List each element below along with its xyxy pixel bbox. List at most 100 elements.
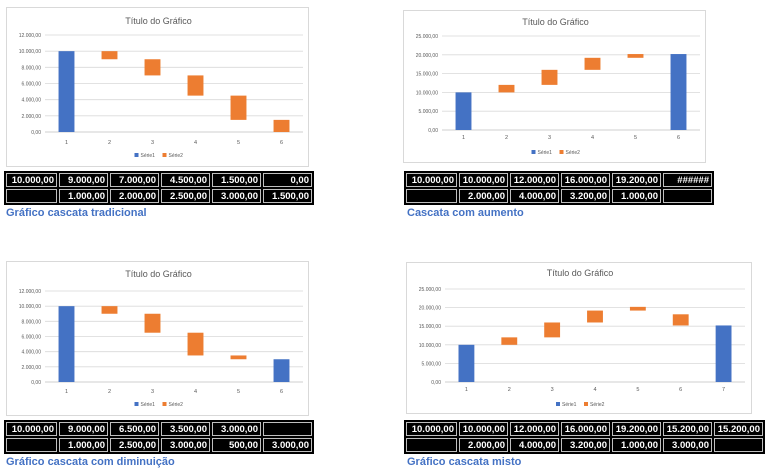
table-cell[interactable]: 15.200,00 (714, 422, 763, 436)
table-cell[interactable]: 1.000,00 (612, 189, 661, 203)
table-cell[interactable]: 2.500,00 (161, 189, 210, 203)
bar-serie1[interactable] (670, 54, 687, 130)
bar-serie2[interactable] (541, 69, 558, 85)
bar-serie2[interactable] (187, 75, 204, 96)
table-cell[interactable]: 3.000,00 (263, 438, 312, 452)
table-cell[interactable]: 16.000,00 (561, 422, 610, 436)
bar-serie2[interactable] (187, 332, 204, 356)
chart-title: Título do Gráfico (547, 268, 614, 278)
table-cell[interactable]: 9.000,00 (59, 422, 108, 436)
bar-serie2[interactable] (584, 57, 601, 70)
table-cell[interactable]: ###### (663, 173, 712, 187)
bar-serie2[interactable] (587, 310, 603, 323)
table-cell[interactable]: 4.500,00 (161, 173, 210, 187)
table-cell[interactable]: 1.000,00 (59, 438, 108, 452)
table-cell[interactable] (714, 438, 763, 452)
table-cell[interactable] (406, 189, 457, 203)
bar-serie2[interactable] (498, 84, 515, 93)
bar-serie2[interactable] (101, 306, 118, 314)
bar-serie2[interactable] (273, 119, 290, 132)
table-cell[interactable]: 1.500,00 (263, 189, 312, 203)
table-cell[interactable]: 2.000,00 (459, 438, 508, 452)
waterfall-chart-traditional[interactable]: Título do Gráfico 0,00 2.000,00 4.000,00 6.0… (6, 7, 309, 167)
legend-swatch (134, 153, 139, 157)
x-tick-label: 5 (636, 387, 639, 393)
table-cell[interactable]: 19.200,00 (612, 173, 661, 187)
y-tick-label: 6.000,00 (22, 82, 42, 88)
table-cell[interactable]: 19.200,00 (612, 422, 661, 436)
table-cell[interactable] (663, 189, 712, 203)
bar-serie2[interactable] (144, 313, 161, 333)
table-row: 2.000,00 4.000,00 3.200,00 1.000,00 3.00… (406, 438, 763, 452)
table-cell[interactable] (263, 422, 312, 436)
table-cell[interactable]: 2.000,00 (110, 189, 159, 203)
bar-serie1[interactable] (715, 325, 732, 382)
bar-serie2[interactable] (629, 306, 646, 311)
table-cell[interactable]: 10.000,00 (6, 173, 57, 187)
table-cell[interactable]: 1.000,00 (59, 189, 108, 203)
table-row: 10.000,00 9.000,00 6.500,00 3.500,00 3.0… (6, 422, 312, 436)
chart-svg: Título do Gráfico 0,00 2.000,00 4.000,00 6.0… (19, 16, 303, 159)
table-cell[interactable] (6, 189, 57, 203)
table-cell[interactable]: 6.500,00 (110, 422, 159, 436)
table-cell[interactable]: 3.200,00 (561, 189, 610, 203)
table-cell[interactable]: 0,00 (263, 173, 312, 187)
x-tick-label: 3 (548, 135, 551, 141)
waterfall-chart-mixed[interactable]: Título do Gráfico 0,00 5.000,00 10.000,00 15… (406, 262, 752, 414)
waterfall-chart-decrease[interactable]: Título do Gráfico 0,00 2.000,00 4.000,00 6.0… (6, 261, 309, 416)
table-cell[interactable]: 10.000,00 (6, 422, 57, 436)
table-cell[interactable] (6, 438, 57, 452)
bar-serie2[interactable] (230, 355, 247, 360)
bar-serie1[interactable] (273, 359, 290, 382)
bar-serie2[interactable] (544, 322, 561, 338)
bar-serie1[interactable] (58, 306, 75, 382)
legend-swatch (162, 153, 167, 157)
table-cell[interactable]: 10.000,00 (406, 422, 457, 436)
table-cell[interactable]: 500,00 (212, 438, 261, 452)
table-cell[interactable]: 10.000,00 (459, 173, 508, 187)
table-cell[interactable]: 2.000,00 (459, 189, 508, 203)
y-tick-label: 20.000,00 (419, 306, 441, 312)
y-tick-label: 8.000,00 (22, 65, 42, 71)
table-cell[interactable]: 3.000,00 (212, 189, 261, 203)
y-tick-label: 2.000,00 (22, 365, 42, 371)
bar-serie1[interactable] (458, 344, 475, 382)
bar-serie1[interactable] (455, 92, 472, 130)
table-cell[interactable]: 15.200,00 (663, 422, 712, 436)
bar-serie2[interactable] (672, 314, 689, 326)
table-cell[interactable]: 9.000,00 (59, 173, 108, 187)
table-cell[interactable]: 7.000,00 (110, 173, 159, 187)
bar-serie1[interactable] (58, 51, 75, 132)
waterfall-chart-increase[interactable]: Título do Gráfico 0,00 5.000,00 10.000,00 15… (403, 10, 706, 163)
table-cell[interactable]: 16.000,00 (561, 173, 610, 187)
legend-swatch (162, 402, 167, 406)
legend-label: Série1 (562, 402, 577, 408)
bar-serie2[interactable] (627, 54, 644, 58)
bar-serie2[interactable] (501, 337, 518, 345)
bar-serie2[interactable] (144, 59, 161, 76)
table-cell[interactable]: 3.000,00 (212, 422, 261, 436)
table-cell[interactable] (406, 438, 457, 452)
bar-serie2[interactable] (230, 95, 247, 120)
table-cell[interactable]: 2.500,00 (110, 438, 159, 452)
table-cell[interactable]: 3.200,00 (561, 438, 610, 452)
y-tick-label: 15.000,00 (416, 72, 438, 78)
legend-swatch (134, 402, 139, 406)
table-cell[interactable]: 1.500,00 (212, 173, 261, 187)
bar-serie2[interactable] (101, 51, 118, 60)
table-cell[interactable]: 10.000,00 (459, 422, 508, 436)
legend-label: Série2 (169, 153, 184, 159)
table-cell[interactable]: 3.000,00 (161, 438, 210, 452)
legend-label: Série1 (141, 153, 156, 159)
table-cell[interactable]: 3.500,00 (161, 422, 210, 436)
table-cell[interactable]: 1.000,00 (612, 438, 661, 452)
table-cell[interactable]: 12.000,00 (510, 422, 559, 436)
table-cell[interactable]: 4.000,00 (510, 189, 559, 203)
legend-label: Série1 (141, 402, 156, 408)
table-cell[interactable]: 10.000,00 (406, 173, 457, 187)
table-cell[interactable]: 3.000,00 (663, 438, 712, 452)
table-cell[interactable]: 12.000,00 (510, 173, 559, 187)
table-row: 1.000,00 2.500,00 3.000,00 500,00 3.000,… (6, 438, 312, 452)
legend-swatch (556, 402, 560, 406)
table-cell[interactable]: 4.000,00 (510, 438, 559, 452)
